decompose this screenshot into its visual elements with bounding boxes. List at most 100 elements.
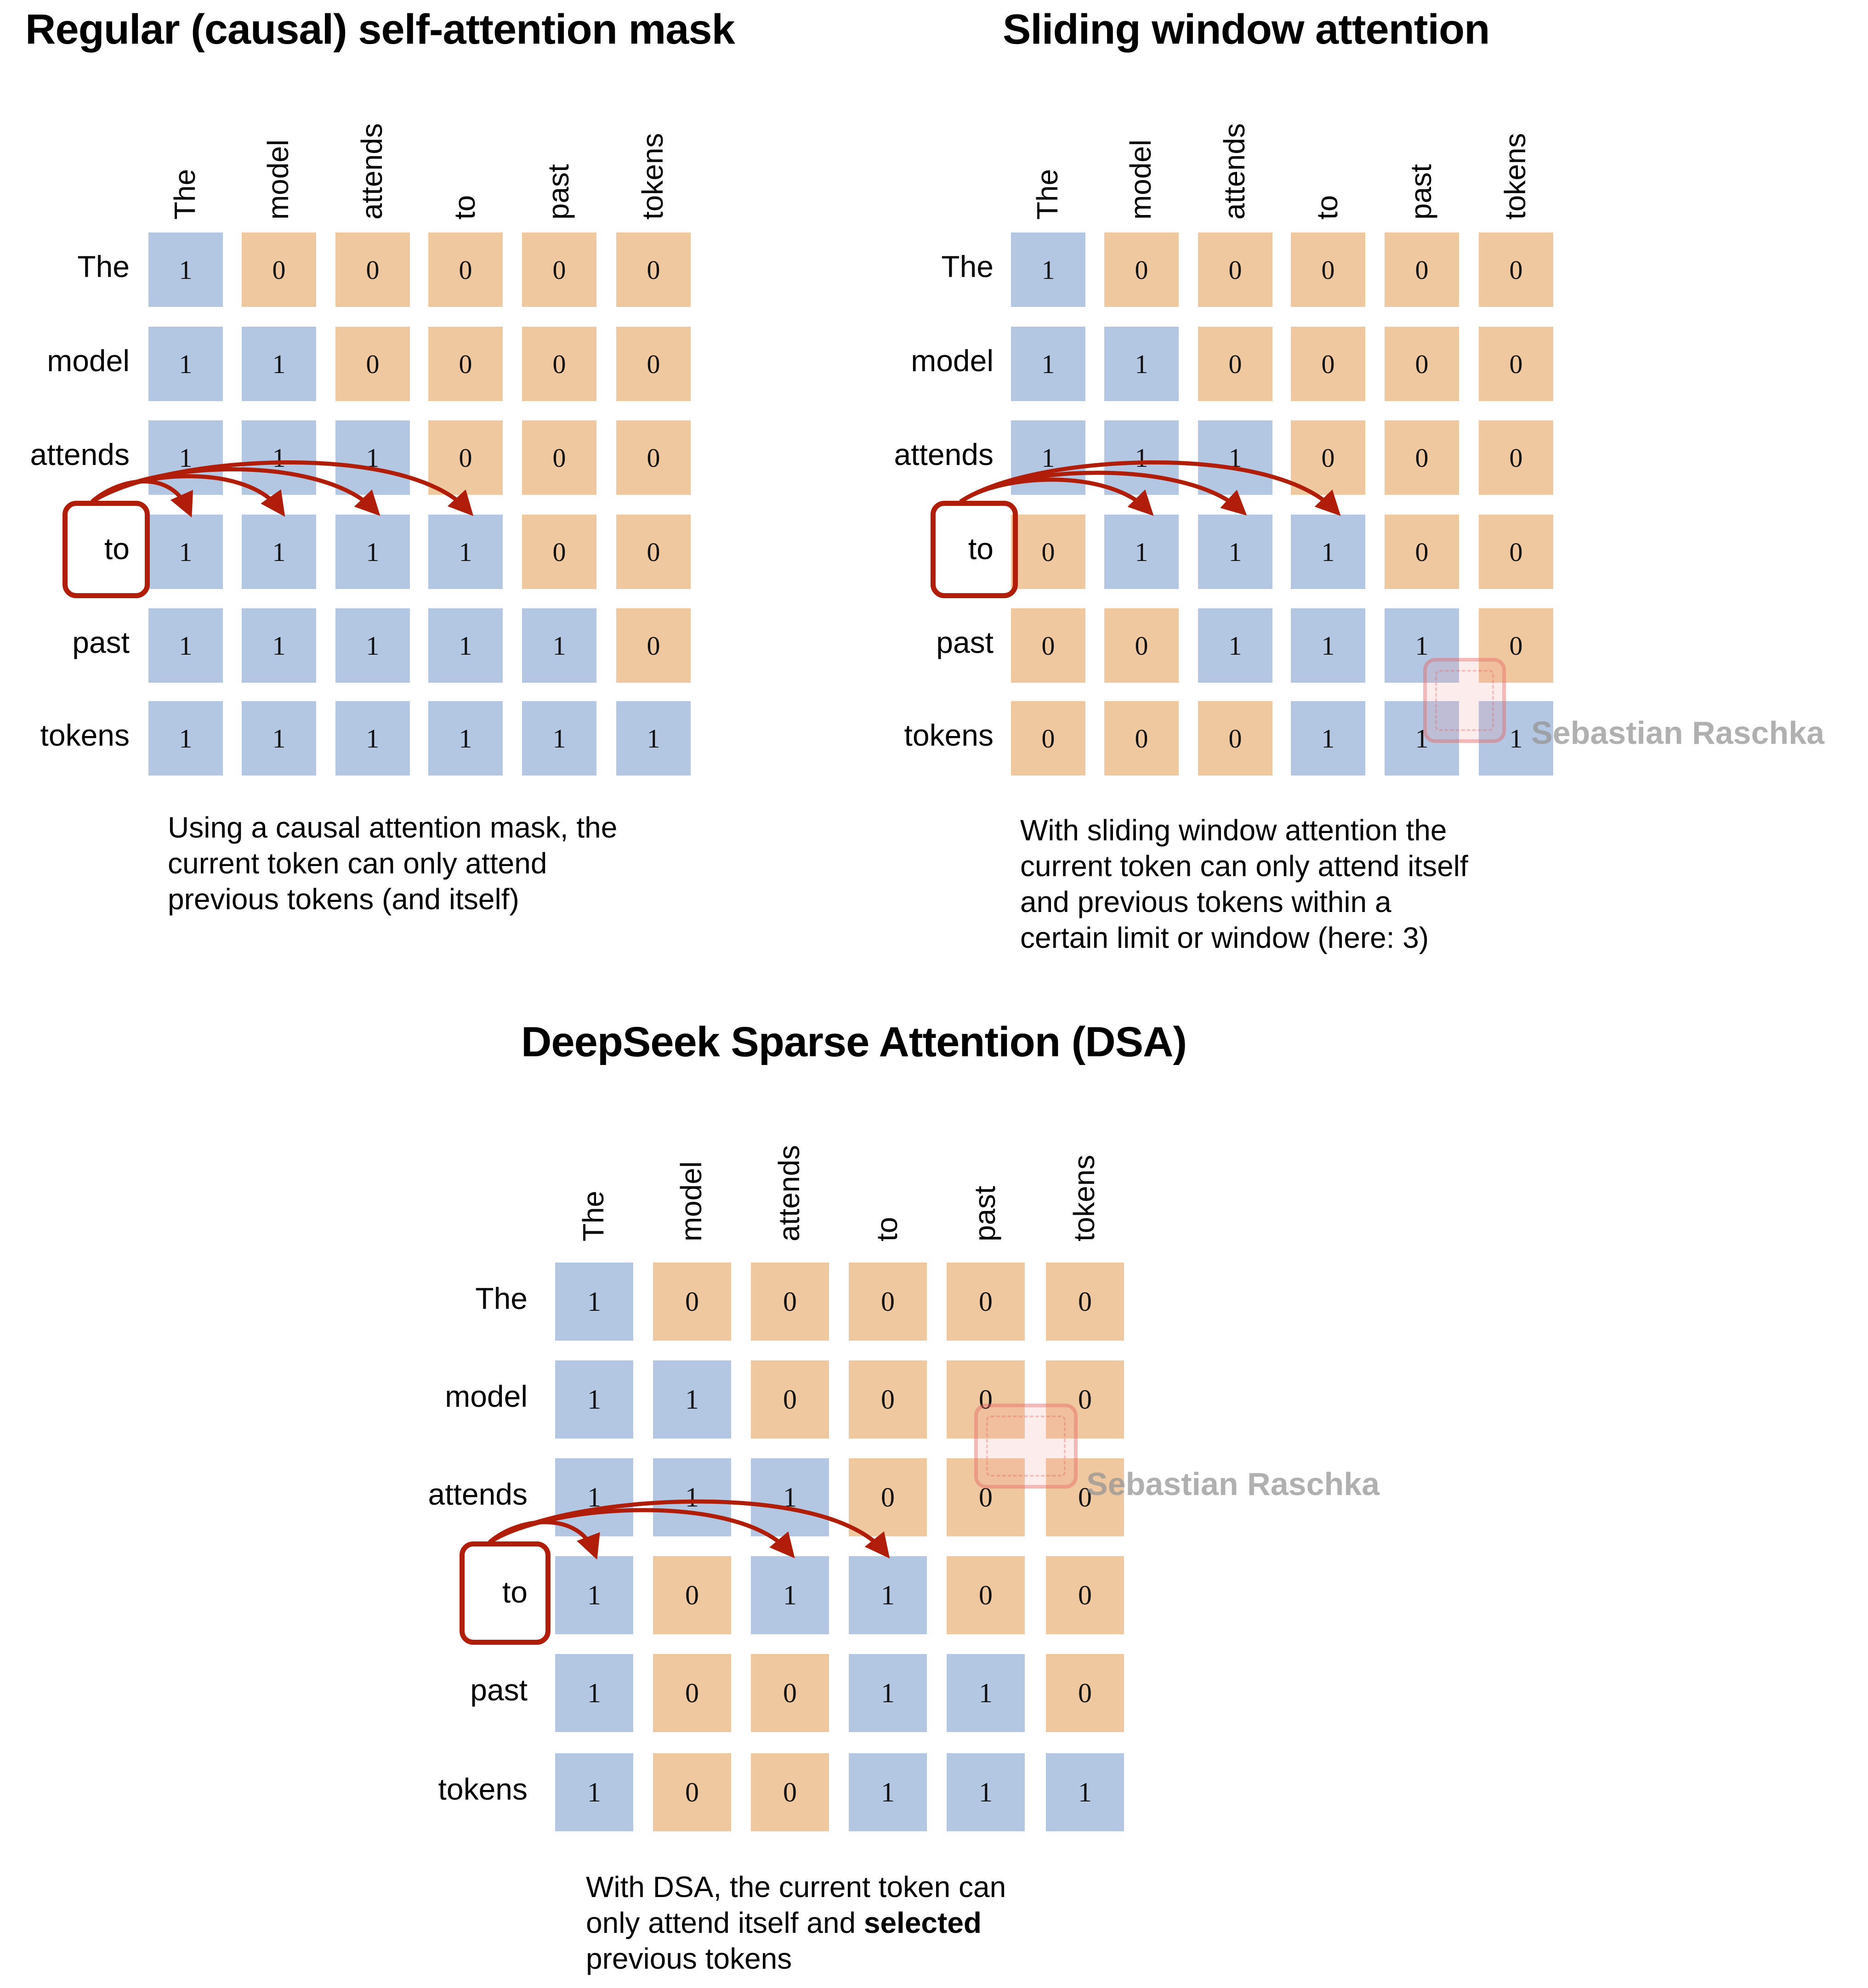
column-label-to: to	[870, 1217, 903, 1241]
mask-cell: 1	[335, 608, 410, 683]
mask-cell: 0	[653, 1753, 731, 1831]
mask-cell: 0	[751, 1753, 829, 1831]
caption-line: only attend itself and selected	[586, 1905, 1006, 1941]
mask-cell: 0	[1198, 701, 1272, 776]
mask-cell: 0	[1385, 515, 1459, 589]
mask-cell: 0	[849, 1458, 927, 1536]
mask-cell: 1	[849, 1753, 927, 1831]
mask-cell: 1	[555, 1458, 633, 1536]
mask-cell: 0	[335, 232, 410, 307]
causal-title: Regular (causal) self-attention mask	[25, 6, 735, 53]
column-label-past: past	[1404, 164, 1437, 220]
column-label-attends: attends	[355, 123, 388, 220]
mask-cell: 1	[555, 1360, 633, 1439]
row-label-to: to	[104, 532, 130, 566]
row-label-to: to	[502, 1575, 528, 1609]
column-label-model: model	[675, 1161, 708, 1241]
column-label-model: model	[261, 139, 295, 220]
mask-cell: 0	[335, 327, 410, 401]
column-label-tokens: tokens	[1499, 133, 1532, 220]
mask-cell: 0	[653, 1654, 731, 1732]
mask-cell: 0	[1385, 327, 1459, 401]
mask-cell: 1	[335, 701, 410, 776]
mask-cell: 0	[428, 232, 503, 307]
mask-cell: 1	[522, 608, 596, 683]
mask-cell: 1	[1198, 608, 1272, 683]
mask-cell: 1	[1479, 701, 1553, 776]
mask-cell: 1	[1104, 515, 1179, 589]
mask-cell: 1	[555, 1654, 633, 1732]
caption-line: current token can only attend itself	[1020, 850, 1468, 883]
column-label-to: to	[448, 195, 481, 220]
mask-cell: 1	[947, 1654, 1025, 1732]
sliding-window-title: Sliding window attention	[1003, 6, 1490, 53]
mask-cell: 1	[242, 327, 316, 401]
mask-cell: 1	[242, 701, 316, 776]
mask-cell: 0	[1479, 515, 1553, 589]
caption-line: current token can only attend	[168, 847, 547, 880]
mask-cell: 0	[1046, 1263, 1124, 1341]
mask-cell: 0	[849, 1263, 927, 1341]
row-label-the: The	[941, 249, 994, 283]
mask-cell: 0	[1011, 515, 1085, 589]
mask-cell: 1	[1291, 515, 1365, 589]
mask-cell: 1	[1011, 232, 1085, 307]
mask-cell: 0	[616, 608, 691, 683]
row-label-past: past	[470, 1673, 528, 1707]
mask-cell: 0	[1479, 420, 1553, 495]
mask-cell: 0	[1011, 701, 1085, 776]
mask-cell: 1	[1104, 420, 1179, 495]
mask-cell: 1	[653, 1458, 731, 1536]
mask-cell: 1	[1291, 608, 1365, 683]
mask-cell: 0	[522, 515, 596, 589]
mask-cell: 0	[947, 1360, 1025, 1439]
mask-cell: 1	[751, 1556, 829, 1634]
mask-cell: 1	[1198, 420, 1272, 495]
mask-cell: 1	[1011, 420, 1085, 495]
mask-cell: 1	[428, 608, 503, 683]
mask-cell: 1	[335, 420, 410, 495]
mask-cell: 0	[751, 1263, 829, 1341]
column-label-attends: attends	[1218, 123, 1251, 220]
mask-cell: 1	[335, 515, 410, 589]
column-label-the: The	[168, 169, 201, 220]
row-label-model: model	[47, 344, 130, 378]
mask-cell: 1	[947, 1753, 1025, 1831]
mask-cell: 0	[616, 232, 691, 307]
mask-cell: 1	[242, 420, 316, 495]
row-label-attends: attends	[894, 437, 994, 471]
mask-cell: 1	[653, 1360, 731, 1439]
row-label-to: to	[968, 532, 994, 566]
mask-cell: 1	[751, 1458, 829, 1536]
mask-cell: 1	[849, 1556, 927, 1634]
mask-cell: 0	[1104, 232, 1179, 307]
caption-line: previous tokens (and itself)	[168, 883, 519, 916]
mask-cell: 0	[428, 327, 503, 401]
mask-cell: 0	[1046, 1458, 1124, 1536]
watermark-logo-icon	[1423, 658, 1506, 743]
column-label-model: model	[1124, 139, 1157, 220]
row-label-tokens: tokens	[438, 1772, 528, 1806]
caption-line: and previous tokens within a	[1020, 885, 1391, 918]
caption-line: With DSA, the current token can	[586, 1870, 1006, 1903]
row-label-the: The	[475, 1281, 528, 1315]
watermark-text: Sebastian Raschka	[1531, 715, 1825, 751]
focus-token-highlight	[62, 501, 150, 598]
mask-cell: 1	[242, 608, 316, 683]
mask-cell: 1	[428, 701, 503, 776]
row-label-the: The	[77, 249, 130, 283]
mask-cell: 0	[1198, 232, 1272, 307]
mask-cell: 1	[148, 701, 223, 776]
mask-cell: 1	[428, 515, 503, 589]
mask-cell: 0	[616, 515, 691, 589]
caption-line: previous tokens	[586, 1942, 792, 1975]
mask-cell: 0	[947, 1263, 1025, 1341]
mask-cell: 0	[751, 1360, 829, 1439]
sliding-window-caption: With sliding window attention the curren…	[1020, 812, 1468, 956]
row-label-attends: attends	[30, 437, 130, 471]
row-label-model: model	[445, 1379, 528, 1413]
row-label-model: model	[911, 344, 994, 378]
mask-cell: 1	[1198, 515, 1272, 589]
column-label-the: The	[577, 1190, 610, 1241]
focus-token-highlight	[460, 1541, 551, 1645]
